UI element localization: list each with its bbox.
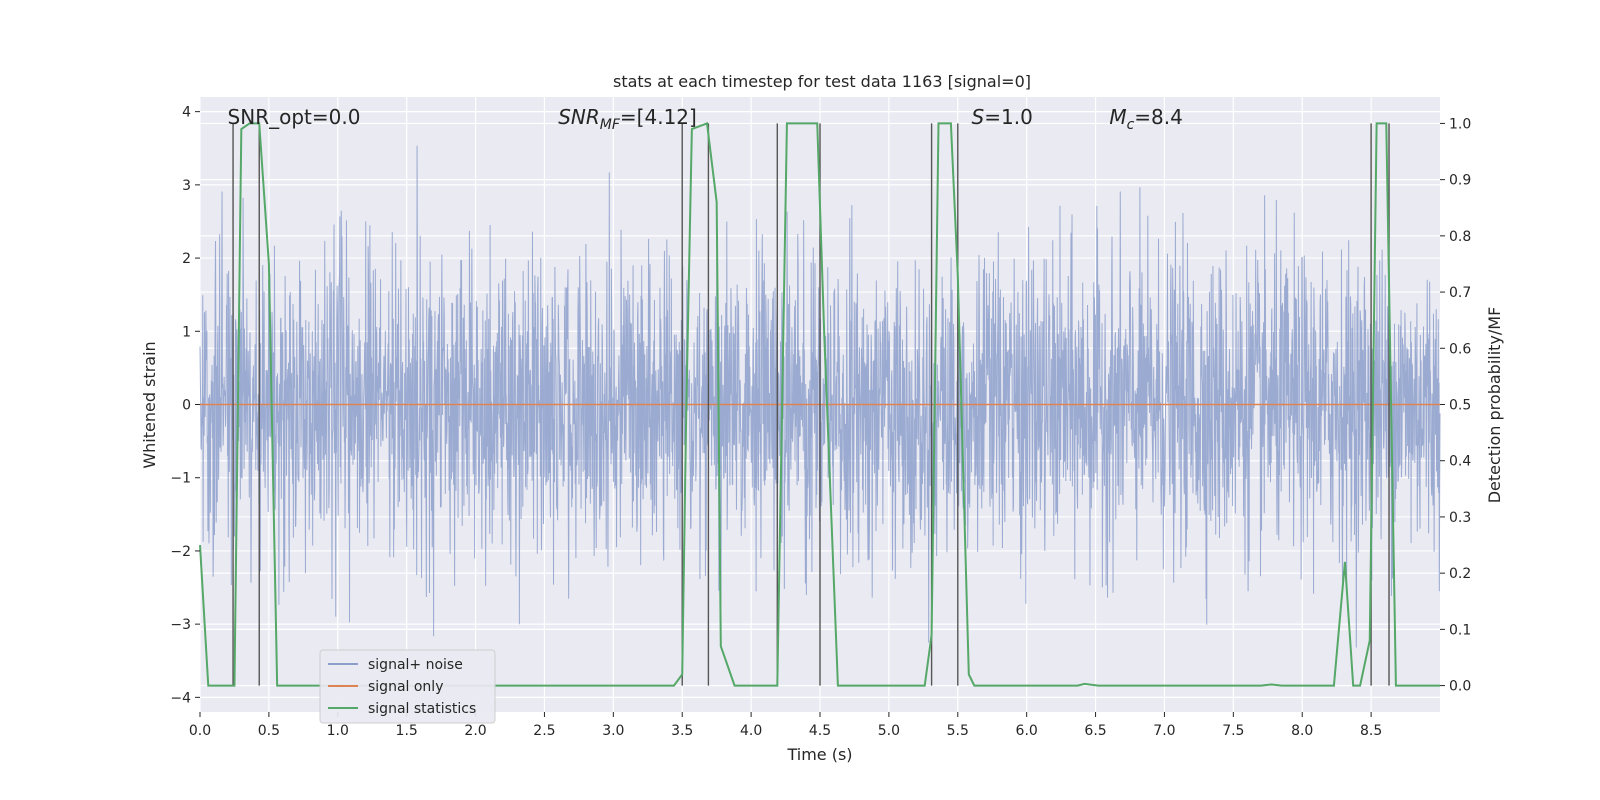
x-tick-label-2: 1.0	[327, 723, 349, 739]
y-axis-label: Whitened strain	[140, 341, 159, 468]
y-tick-label-6: 2	[182, 251, 191, 267]
y2-tick-label-0: 0.0	[1449, 679, 1471, 695]
x-tick-label-13: 6.5	[1084, 723, 1106, 739]
x-tick-label-1: 0.5	[258, 723, 280, 739]
x-tick-label-7: 3.5	[671, 723, 693, 739]
y2-tick-label-2: 0.2	[1449, 566, 1471, 582]
vertical-markers	[232, 123, 1390, 686]
y-tick-label-1: −3	[170, 617, 191, 633]
x-tick-label-8: 4.0	[740, 723, 762, 739]
x-tick-label-9: 4.5	[809, 723, 831, 739]
y-axis-right-ticks: 0.0 0.1 0.2 0.3 0.4 0.5 0.6 0.7 0.8 0.9 1.0	[1440, 116, 1471, 695]
x-tick-label-12: 6.0	[1016, 723, 1038, 739]
legend: signal+ noise signal only signal statist…	[319, 649, 496, 724]
y2-tick-label-5: 0.5	[1449, 398, 1471, 414]
y-tick-label-7: 3	[182, 178, 191, 194]
y2-tick-label-10: 1.0	[1449, 116, 1471, 132]
x-tick-label-0: 0.0	[189, 723, 211, 739]
x-tick-label-6: 3.0	[602, 723, 624, 739]
legend-label-signal: signal only	[368, 679, 443, 695]
y2-tick-label-3: 0.3	[1449, 510, 1471, 526]
x-tick-label-14: 7.0	[1153, 723, 1175, 739]
y2-tick-label-7: 0.7	[1449, 285, 1471, 301]
x-tick-label-16: 8.0	[1291, 723, 1313, 739]
x-tick-label-4: 2.0	[464, 723, 486, 739]
y-tick-label-8: 4	[182, 105, 191, 121]
y-tick-label-2: −2	[170, 544, 191, 560]
x-axis-label: Time (s)	[786, 745, 852, 764]
y-axis-left-ticks: −4 −3 −2 −1 0 1 2 3 4	[170, 105, 200, 706]
legend-box	[319, 649, 496, 724]
x-tick-label-11: 5.5	[947, 723, 969, 739]
x-tick-label-5: 2.5	[533, 723, 555, 739]
x-tick-label-17: 8.5	[1360, 723, 1382, 739]
y2-tick-label-4: 0.4	[1449, 454, 1471, 470]
y2-axis-label: Detection probability/MF	[1485, 307, 1504, 504]
y-tick-label-0: −4	[170, 690, 191, 706]
y2-tick-label-9: 0.9	[1449, 173, 1471, 189]
annotation-2: S=1.0	[972, 105, 1033, 129]
annotation-1: SNRMF=[4.12]	[558, 105, 697, 133]
x-axis-ticks: 0.0 0.5 1.0 1.5 2.0 2.5 3.0 3.5 4.0 4.5 5.0 5.5 6.0 6…	[189, 712, 1382, 739]
y-tick-label-4: 0	[182, 398, 191, 414]
y-tick-label-5: 1	[182, 324, 191, 340]
y2-tick-label-8: 0.8	[1449, 229, 1471, 245]
x-tick-label-15: 7.5	[1222, 723, 1244, 739]
annotation-3: Mc=8.4	[1109, 105, 1183, 133]
y-tick-label-3: −1	[170, 471, 191, 487]
legend-label-noise: signal+ noise	[368, 657, 463, 673]
chart-title: stats at each timestep for test data 116…	[613, 72, 1031, 91]
x-tick-label-10: 5.0	[878, 723, 900, 739]
y2-tick-label-1: 0.1	[1449, 622, 1471, 638]
annotations: SNR_opt=0.0 SNRMF=[4.12] S=1.0 Mc=8.4	[228, 105, 1183, 133]
y2-tick-label-6: 0.6	[1449, 341, 1471, 357]
legend-label-stats: signal statistics	[368, 701, 476, 717]
x-tick-label-3: 1.5	[396, 723, 418, 739]
annotation-0: SNR_opt=0.0	[228, 105, 361, 129]
